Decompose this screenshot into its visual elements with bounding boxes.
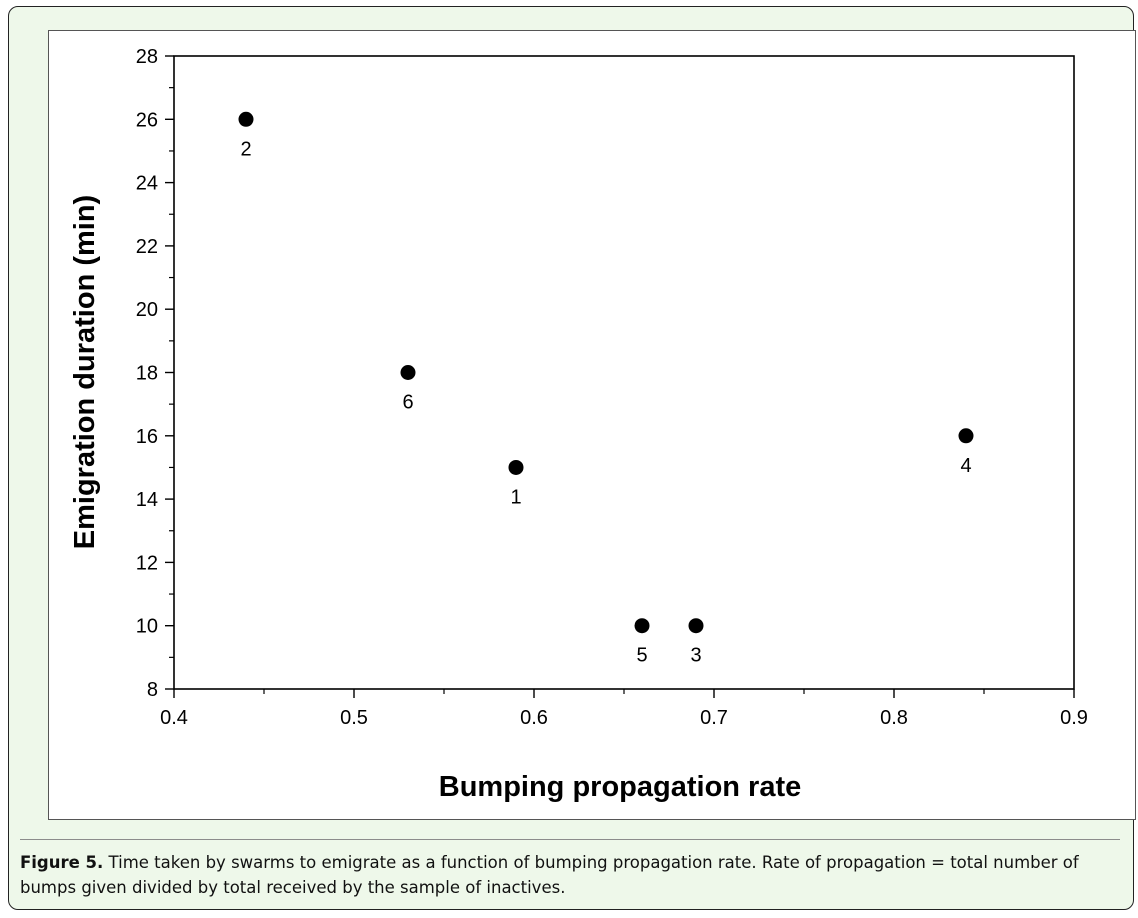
data-point bbox=[634, 618, 650, 634]
x-axis-title: Bumping propagation rate bbox=[439, 771, 802, 803]
y-tick-label: 8 bbox=[147, 679, 158, 701]
caption-divider bbox=[20, 839, 1120, 840]
y-tick-label: 24 bbox=[136, 173, 158, 195]
x-tick-label: 0.6 bbox=[520, 707, 548, 729]
caption-text: Time taken by swarms to emigrate as a fu… bbox=[20, 853, 1079, 897]
point-label: 5 bbox=[636, 645, 647, 667]
y-tick-label: 18 bbox=[136, 363, 158, 385]
point-label: 2 bbox=[240, 138, 251, 160]
y-tick-label: 10 bbox=[136, 616, 158, 638]
y-tick-label: 14 bbox=[136, 489, 158, 511]
figure-caption: Figure 5. Time taken by swarms to emigra… bbox=[20, 850, 1132, 900]
data-point bbox=[508, 459, 524, 475]
y-tick-label: 12 bbox=[136, 552, 158, 574]
x-tick-label: 0.5 bbox=[340, 707, 368, 729]
data-point bbox=[688, 618, 704, 634]
y-tick-label: 16 bbox=[136, 426, 158, 448]
y-tick-label: 20 bbox=[136, 299, 158, 321]
y-axis-title: Emigration duration (min) bbox=[69, 195, 101, 549]
point-label: 1 bbox=[510, 486, 521, 508]
x-tick-label: 0.4 bbox=[160, 707, 188, 729]
figure-label: Figure 5. bbox=[20, 853, 104, 872]
point-label: 6 bbox=[402, 392, 413, 414]
x-tick-label: 0.7 bbox=[700, 707, 728, 729]
y-tick-label: 22 bbox=[136, 236, 158, 258]
x-tick-label: 0.9 bbox=[1060, 707, 1088, 729]
data-point bbox=[400, 365, 416, 380]
point-label: 4 bbox=[960, 455, 971, 477]
y-tick-label: 28 bbox=[136, 46, 158, 68]
x-tick-label: 0.8 bbox=[880, 707, 908, 729]
point-label: 3 bbox=[690, 645, 701, 667]
data-point bbox=[958, 428, 974, 444]
y-tick-label: 26 bbox=[136, 109, 158, 131]
plot-frame bbox=[173, 55, 1075, 690]
data-point bbox=[238, 111, 254, 127]
